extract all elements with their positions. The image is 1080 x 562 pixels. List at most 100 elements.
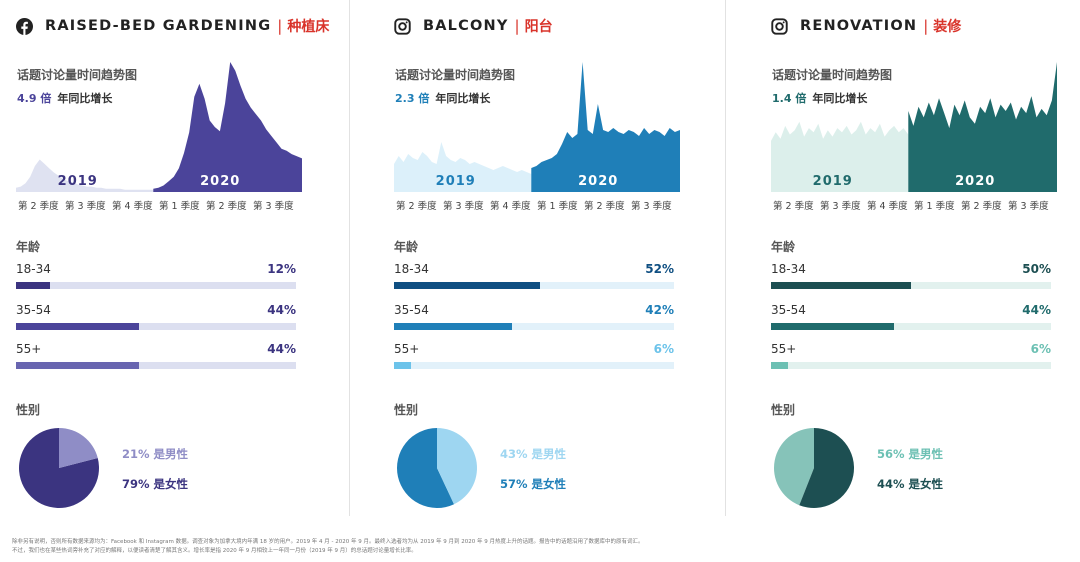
gender-section-title: 性别 (16, 403, 41, 417)
age-percent: 12% (267, 262, 296, 276)
gender-pie-chart (19, 428, 100, 508)
age-bar-fill (771, 362, 788, 369)
gender-pie-chart (397, 428, 477, 508)
year-label-2019: 2019 (813, 174, 853, 189)
year-label-2020: 2020 (200, 174, 240, 189)
age-group-label: 55+ (16, 342, 42, 356)
year-label-2020: 2020 (955, 174, 995, 189)
age-bar-track (394, 323, 674, 330)
quarter-label: 第 4 季度 (112, 201, 153, 212)
topic-title-en: BALCONY (423, 18, 509, 34)
footnote-line-1: 除非另有说明，否则所有数据来源均为：Facebook 和 Instagram 数… (12, 539, 644, 545)
panel-divider (349, 0, 350, 516)
yoy-growth: 1.4 倍年同比增长 (772, 90, 867, 106)
age-group-label: 18-34 (16, 262, 51, 276)
gender-section-title: 性别 (771, 403, 796, 417)
year-label-2019: 2019 (58, 174, 98, 189)
female-share: 44% 是女性 (877, 477, 944, 491)
age-percent: 50% (1022, 262, 1051, 276)
topic-title-zh: 装修 (933, 19, 962, 35)
age-percent: 6% (1030, 342, 1051, 356)
title-separator: | (923, 17, 929, 35)
instagram-icon (394, 17, 411, 35)
male-share: 21% 是男性 (122, 447, 189, 461)
age-row: 35-54 42% (394, 303, 674, 335)
age-bar-track (16, 323, 296, 330)
age-bar-fill (394, 282, 540, 289)
age-row: 18-34 50% (771, 262, 1051, 294)
age-row: 35-54 44% (16, 303, 296, 335)
age-group-label: 35-54 (16, 303, 51, 317)
age-bar-fill (16, 323, 140, 330)
age-group-label: 55+ (394, 342, 420, 356)
quarter-label: 第 3 季度 (820, 201, 861, 212)
topic-title: BALCONY | 阳台 (394, 14, 553, 38)
growth-label: 年同比增长 (812, 92, 868, 105)
yoy-growth: 4.9 倍年同比增长 (17, 90, 112, 106)
age-group-label: 35-54 (394, 303, 429, 317)
age-row: 55+ 6% (771, 342, 1051, 374)
quarter-label: 第 3 季度 (443, 201, 484, 212)
male-share: 43% 是男性 (500, 447, 567, 461)
age-row: 18-34 52% (394, 262, 674, 294)
age-bar-track (771, 362, 1051, 369)
topic-title-en: RAISED-BED GARDENING (45, 18, 272, 34)
topic-title: RENOVATION | 装修 (771, 14, 961, 38)
panel-divider (725, 0, 726, 516)
trend-title: 话题讨论量时间趋势图 (395, 68, 516, 82)
age-percent: 52% (645, 262, 674, 276)
trend-area-2019 (16, 159, 154, 192)
age-percent: 44% (267, 342, 296, 356)
quarter-label: 第 2 季度 (18, 201, 59, 212)
trend-area-chart: 2019 2020 (771, 62, 1057, 192)
female-share: 57% 是女性 (500, 477, 567, 491)
pie-slice-male (59, 428, 98, 468)
gender-section-title: 性别 (394, 403, 419, 417)
quarter-label: 第 3 季度 (65, 201, 106, 212)
quarter-label: 第 4 季度 (490, 201, 531, 212)
age-row: 18-34 12% (16, 262, 296, 294)
quarter-label: 第 2 季度 (584, 201, 625, 212)
quarter-label: 第 2 季度 (396, 201, 437, 212)
trend-area-2019 (394, 142, 532, 192)
quarter-label: 第 1 季度 (537, 201, 578, 212)
growth-value: 2.3 倍 (395, 92, 430, 105)
age-row: 35-54 44% (771, 303, 1051, 335)
age-percent: 44% (267, 303, 296, 317)
male-share: 56% 是男性 (877, 447, 944, 461)
age-bar-fill (394, 323, 512, 330)
year-label-2019: 2019 (436, 174, 476, 189)
topic-panel-balcony: BALCONY | 阳台 2019 2020 话题讨论量时间趋势图 2.3 倍年同比增长第 … (388, 0, 733, 520)
age-group-label: 18-34 (771, 262, 806, 276)
footnote-line-2: 不过，我们也在某些热词旁补充了对应的解释，以便读者清楚了解其含义。增长率是指 2… (12, 548, 417, 554)
quarter-axis: 第 2 季度第 3 季度第 4 季度第 1 季度第 2 季度第 3 季度 (394, 198, 684, 212)
quarter-label: 第 3 季度 (1008, 201, 1049, 212)
age-bar-fill (771, 282, 911, 289)
age-bar-track (771, 323, 1051, 330)
age-row: 55+ 44% (16, 342, 296, 374)
age-percent: 44% (1022, 303, 1051, 317)
growth-label: 年同比增长 (435, 92, 491, 105)
pie-slice-female (774, 428, 814, 506)
year-label-2020: 2020 (578, 174, 618, 189)
age-section-title: 年龄 (771, 240, 796, 254)
title-separator: | (277, 17, 283, 35)
age-bar-track (771, 282, 1051, 289)
growth-label: 年同比增长 (57, 92, 113, 105)
age-row: 55+ 6% (394, 342, 674, 374)
gender-pie-chart (774, 428, 854, 508)
trend-area-2019 (771, 121, 909, 192)
pie-slice-male (437, 428, 477, 505)
topic-title: RAISED-BED GARDENING | 种植床 (16, 14, 329, 38)
age-bar-fill (394, 362, 411, 369)
quarter-label: 第 1 季度 (914, 201, 955, 212)
age-bar-track (394, 282, 674, 289)
growth-value: 1.4 倍 (772, 92, 807, 105)
age-group-label: 35-54 (771, 303, 806, 317)
topic-title-en: RENOVATION (800, 18, 918, 34)
title-separator: | (514, 17, 520, 35)
facebook-icon (16, 17, 33, 35)
topic-title-zh: 阳台 (524, 19, 553, 35)
trend-title: 话题讨论量时间趋势图 (17, 68, 138, 82)
quarter-axis: 第 2 季度第 3 季度第 4 季度第 1 季度第 2 季度第 3 季度 (16, 198, 306, 212)
